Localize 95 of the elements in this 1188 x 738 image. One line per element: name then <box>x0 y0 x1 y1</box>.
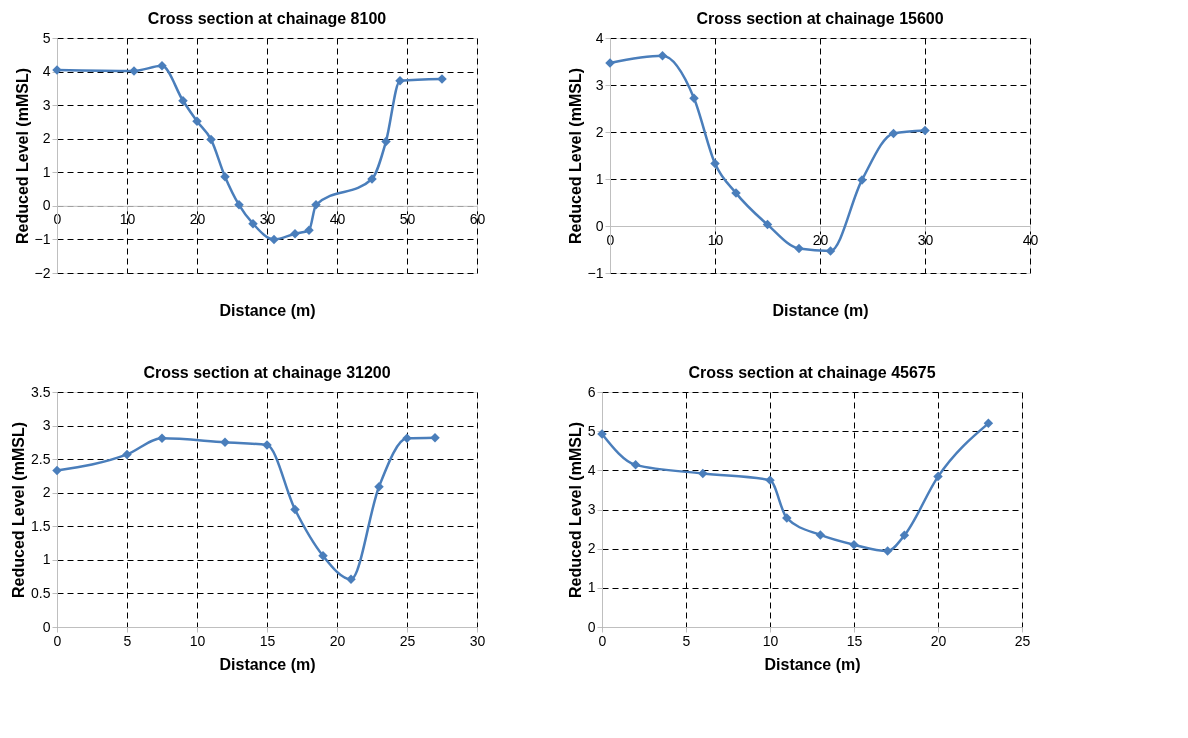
y-tick-label: 4 <box>42 63 51 80</box>
chart-title: Cross section at chainage 15600 <box>696 10 944 27</box>
y-tick-label: 1.5 <box>31 517 51 534</box>
y-axis-title: Reduced Level (mMSL) <box>566 67 584 245</box>
x-tick-label: 25 <box>1014 632 1031 649</box>
x-axis-title: Distance (m) <box>219 655 316 673</box>
point <box>290 504 300 515</box>
point <box>304 225 314 236</box>
point <box>630 460 641 470</box>
y-tick-label: 2 <box>42 130 51 147</box>
x-axis-title: Distance (m) <box>772 301 869 319</box>
x-tick-label: 50 <box>399 211 416 228</box>
point <box>933 471 943 482</box>
y-tick-label: 5 <box>587 422 596 439</box>
y-tick-label: 4 <box>595 29 604 46</box>
point <box>657 51 668 61</box>
y-tick-label: 2 <box>595 123 604 140</box>
x-tick-label: 30 <box>259 211 276 228</box>
y-tick-label: 1 <box>42 551 51 568</box>
chart-title: Cross section at chainage 31200 <box>143 364 391 381</box>
point <box>597 429 607 439</box>
x-tick-label: 40 <box>1022 231 1039 248</box>
x-tick-label: 60 <box>469 211 486 228</box>
y-tick-label: −2 <box>34 264 51 281</box>
y-tick-label: 3 <box>587 501 596 517</box>
point <box>269 234 279 245</box>
x-tick-label: 5 <box>123 632 132 649</box>
point <box>825 246 836 256</box>
y-tick-label: 1 <box>595 170 604 187</box>
point <box>52 65 62 75</box>
y-axis-title: Reduced Level (mMSL) <box>13 67 31 245</box>
x-tick-label: 20 <box>930 632 947 649</box>
point <box>402 433 412 444</box>
point <box>762 219 773 230</box>
chart-title: Cross section at chainage 45675 <box>688 364 936 381</box>
y-tick-label: 2 <box>587 540 596 557</box>
x-tick-label: 20 <box>189 211 206 228</box>
y-tick-label: 2.5 <box>31 450 51 467</box>
point <box>430 432 440 443</box>
y-tick-label: 6 <box>587 383 596 400</box>
point <box>220 171 230 182</box>
x-tick-label: 5 <box>682 632 691 649</box>
point <box>374 481 384 492</box>
y-axis-title: Reduced Level (mMSL) <box>566 421 584 599</box>
y-tick-label: 3 <box>42 417 51 434</box>
x-tick-label: 20 <box>329 632 346 649</box>
y-tick-label: 0 <box>42 618 51 635</box>
point <box>815 530 826 540</box>
x-tick-label: 0 <box>53 632 62 649</box>
point <box>381 136 391 147</box>
point <box>794 243 804 254</box>
y-axis-title: Reduced Level (mMSL) <box>10 421 28 599</box>
y-tick-label: 0.5 <box>31 584 51 601</box>
point <box>122 449 132 460</box>
y-tick-label: −1 <box>34 230 51 247</box>
y-tick-label: 4 <box>587 461 596 478</box>
point <box>248 218 258 229</box>
x-tick-label: 10 <box>707 231 724 248</box>
point <box>710 158 720 169</box>
y-tick-label: 3.5 <box>31 383 51 400</box>
point <box>52 465 62 476</box>
point <box>206 134 216 145</box>
x-tick-label: 25 <box>399 632 416 649</box>
y-tick-label: −1 <box>587 264 604 281</box>
point <box>888 128 899 139</box>
x-tick-label: 10 <box>189 632 206 649</box>
x-tick-label: 10 <box>119 211 136 228</box>
x-tick-label: 20 <box>812 231 829 248</box>
y-tick-label: 2 <box>42 484 51 501</box>
y-tick-label: 1 <box>587 579 596 596</box>
y-tick-label: 3 <box>42 96 51 113</box>
point <box>157 433 167 444</box>
x-tick-label: 15 <box>846 632 863 649</box>
y-tick-label: 1 <box>42 163 51 180</box>
y-tick-label: 0 <box>587 618 596 635</box>
point <box>782 513 792 523</box>
chart-title: Cross section at chainage 8100 <box>147 10 387 27</box>
point <box>346 574 356 585</box>
x-tick-label: 15 <box>259 632 276 649</box>
x-axis-title: Distance (m) <box>219 301 316 319</box>
x-tick-label: 10 <box>762 632 779 649</box>
point <box>983 418 994 429</box>
x-axis-title: Distance (m) <box>764 655 861 673</box>
y-tick-label: 5 <box>42 29 51 46</box>
point <box>220 437 230 448</box>
x-tick-label: 40 <box>329 211 346 228</box>
y-tick-label: 3 <box>595 76 604 93</box>
point <box>920 125 930 136</box>
x-tick-label: 30 <box>917 231 934 248</box>
point <box>698 468 708 479</box>
y-tick-label: 0 <box>42 197 51 214</box>
point <box>395 75 405 86</box>
x-tick-label: 30 <box>469 632 486 649</box>
point <box>290 228 300 239</box>
point <box>899 530 910 541</box>
